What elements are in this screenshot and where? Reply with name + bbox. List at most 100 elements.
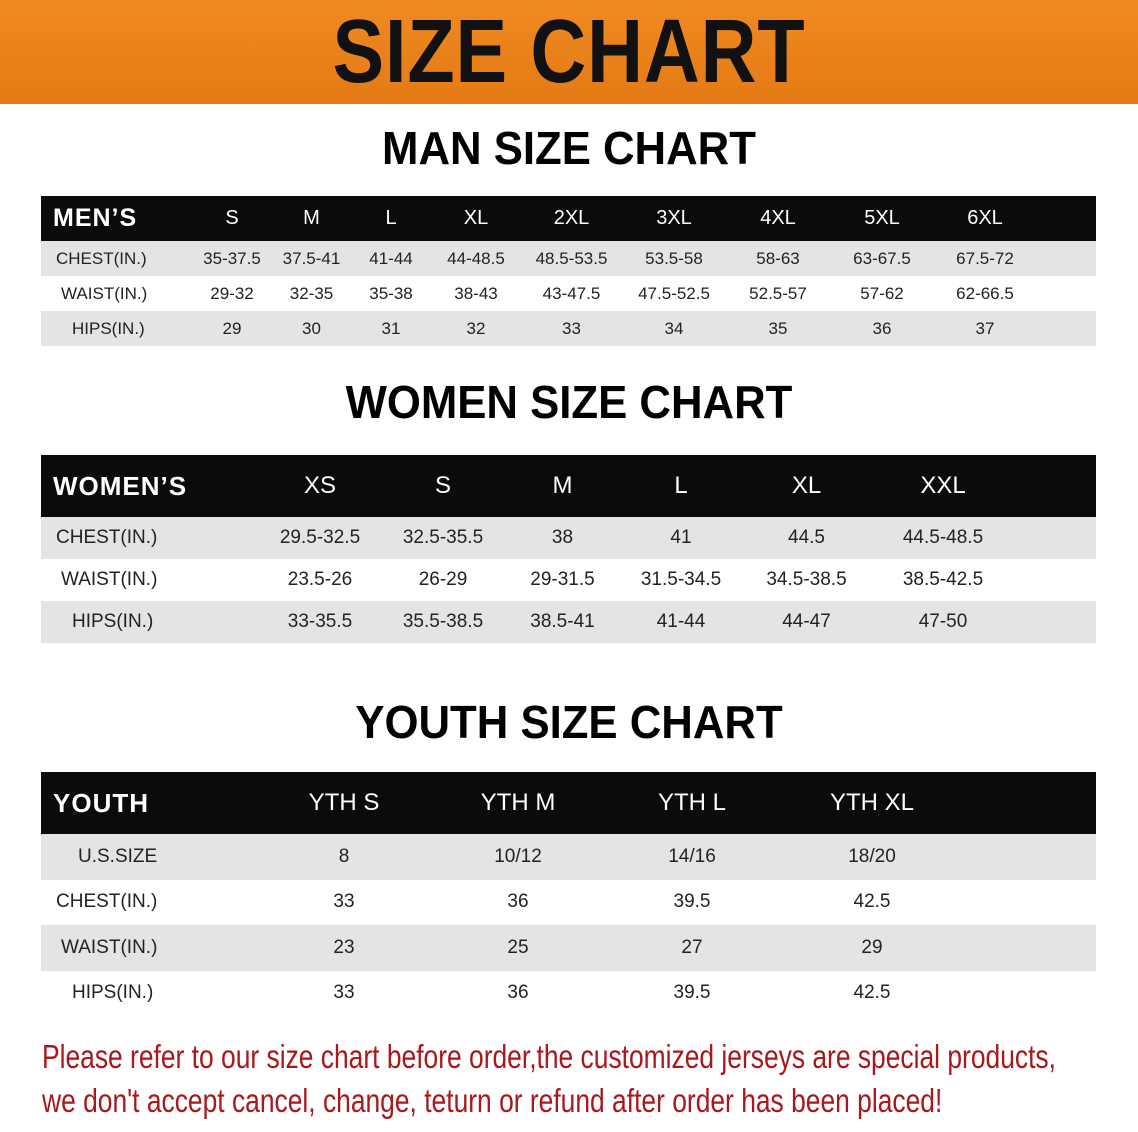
table-row: CHEST(IN.) 33 36 39.5 42.5 — [41, 879, 1096, 925]
table-cell: 29-31.5 — [530, 569, 595, 590]
table-cell: 29-32 — [210, 283, 254, 303]
youth-header-row: YOUTH YTH S YTH M YTH L YTH XL — [41, 772, 1096, 834]
row-label: HIPS(IN.) — [72, 611, 154, 632]
table-cell: 39.5 — [673, 982, 711, 1004]
table-cell: 39.5 — [673, 891, 711, 913]
table-cell: 30 — [302, 318, 321, 338]
table-cell: 23 — [333, 936, 355, 958]
table-cell: 32 — [466, 318, 486, 338]
table-cell: 31 — [381, 318, 401, 338]
table-row: HIPS(IN.) 33-35.5 35.5-38.5 38.5-41 41-44 44-… — [41, 601, 1096, 643]
table-cell: 35 — [768, 318, 788, 338]
row-label: WAIST(IN.) — [61, 569, 158, 590]
table-cell: 14/16 — [668, 845, 716, 867]
table-cell: 29.5-32.5 — [279, 527, 361, 548]
table-row: CHEST(IN.) 29.5-32.5 32.5-35.5 38 41 44.5 44.5… — [41, 517, 1096, 559]
size-header-cell: S — [434, 472, 451, 499]
size-header-cell: YTH M — [480, 789, 556, 816]
table-cell: 67.5-72 — [956, 248, 1014, 268]
men-section-title: MAN SIZE CHART — [382, 122, 756, 174]
table-cell: 36 — [872, 318, 892, 338]
table-cell: 44-48.5 — [447, 248, 505, 268]
size-header-cell: XL — [463, 207, 489, 229]
size-header-cell: L — [674, 472, 688, 499]
table-cell: 53.5-58 — [645, 248, 703, 268]
table-cell: 35-37.5 — [203, 248, 261, 268]
table-cell: 41 — [670, 527, 692, 548]
table-row: CHEST(IN.) 35-37.5 37.5-41 41-44 44-48.5 48.5… — [41, 241, 1096, 276]
youth-header-label: YOUTH — [53, 787, 149, 818]
table-cell: 26-29 — [418, 569, 468, 590]
size-header-cell: 5XL — [864, 207, 900, 229]
table-cell: 41-44 — [656, 611, 706, 632]
size-header-cell: XL — [791, 472, 822, 499]
table-cell: 52.5-57 — [749, 283, 807, 303]
size-header-cell: S — [225, 207, 239, 229]
table-cell: 42.5 — [853, 891, 891, 913]
row-label: HIPS(IN.) — [72, 982, 154, 1004]
table-cell: 42.5 — [853, 982, 891, 1004]
banner-title: SIZE CHART — [332, 2, 806, 102]
table-cell: 47-50 — [918, 611, 968, 632]
notice-line-1: Please refer to our size chart before or… — [42, 1038, 1056, 1075]
women-header-row: WOMEN’S XS S M L XL XXL — [41, 455, 1096, 517]
size-header-cell: YTH XL — [829, 789, 915, 816]
size-header-cell: 6XL — [967, 207, 1003, 229]
size-header-cell: L — [385, 207, 397, 229]
size-header-cell: M — [552, 472, 573, 499]
row-label: CHEST(IN.) — [56, 891, 158, 913]
size-header-cell: M — [303, 207, 320, 229]
table-cell: 37 — [975, 318, 995, 338]
size-header-cell: XXL — [920, 472, 966, 499]
men-header-label: MEN’S — [53, 204, 138, 232]
table-cell: 62-66.5 — [956, 283, 1014, 303]
table-cell: 35.5-38.5 — [402, 611, 484, 632]
table-cell: 44-47 — [782, 611, 831, 632]
size-header-cell: YTH S — [308, 789, 380, 816]
table-cell: 29 — [861, 936, 883, 958]
men-header-row: MEN’S S M L XL 2XL 3XL 4XL 5XL 6XL — [41, 196, 1096, 241]
notice-line-2: we don't accept cancel, change, teturn o… — [42, 1082, 943, 1119]
table-cell: 31.5-34.5 — [640, 569, 722, 590]
table-row: U.S.SIZE 8 10/12 14/16 18/20 — [41, 834, 1096, 880]
size-header-cell: XS — [303, 472, 336, 499]
table-cell: 47.5-52.5 — [638, 283, 710, 303]
table-cell: 18/20 — [848, 845, 896, 867]
women-size-table: WOMEN’S XS S M L XL XXL CHEST(IN.) 29.5-32.5 32.5… — [41, 455, 1096, 643]
table-row: WAIST(IN.) 23 25 27 29 — [41, 925, 1096, 971]
table-cell: 8 — [338, 845, 350, 867]
table-cell: 27 — [681, 936, 703, 958]
table-row: WAIST(IN.) 29-32 32-35 35-38 38-43 43-47.5 47.… — [41, 276, 1096, 311]
table-cell: 35-38 — [369, 283, 413, 303]
table-cell: 38.5-42.5 — [902, 569, 984, 590]
table-cell: 23.5-26 — [287, 569, 353, 590]
table-cell: 43-47.5 — [542, 283, 601, 303]
table-cell: 48.5-53.5 — [535, 248, 608, 268]
men-size-table: MEN’S S M L XL 2XL 3XL 4XL 5XL 6XL CHEST(IN.) 35-37… — [41, 196, 1096, 346]
table-row: WAIST(IN.) 23.5-26 26-29 29-31.5 31.5-34.5 34… — [41, 559, 1096, 601]
table-cell: 37.5-41 — [282, 248, 341, 268]
table-cell: 36 — [507, 891, 529, 913]
table-cell: 33 — [333, 891, 355, 913]
table-cell: 32.5-35.5 — [402, 527, 484, 548]
table-row: HIPS(IN.) 33 36 39.5 42.5 — [41, 970, 1096, 1016]
table-cell: 10/12 — [494, 845, 542, 867]
table-cell: 32-35 — [289, 283, 334, 303]
table-cell: 34 — [664, 318, 684, 338]
row-label: WAIST(IN.) — [61, 936, 158, 958]
row-label: CHEST(IN.) — [56, 527, 158, 548]
table-cell: 63-67.5 — [853, 248, 911, 268]
women-section-title: WOMEN SIZE CHART — [345, 376, 793, 428]
table-cell: 58-63 — [756, 248, 800, 268]
table-cell: 25 — [507, 936, 529, 958]
table-cell: 34.5-38.5 — [766, 569, 847, 590]
youth-size-table: YOUTH YTH S YTH M YTH L YTH XL U.S.SIZE 8 10/12… — [41, 772, 1096, 1016]
youth-section-title: YOUTH SIZE CHART — [355, 696, 783, 748]
table-cell: 41-44 — [369, 248, 413, 268]
size-header-cell: YTH L — [657, 789, 726, 816]
table-cell: 57-62 — [860, 283, 904, 303]
table-cell: 38 — [551, 527, 574, 548]
size-header-cell: 3XL — [656, 207, 692, 229]
row-label: WAIST(IN.) — [61, 283, 148, 303]
table-row: HIPS(IN.) 29 30 31 32 33 34 35 36 37 — [41, 311, 1096, 346]
